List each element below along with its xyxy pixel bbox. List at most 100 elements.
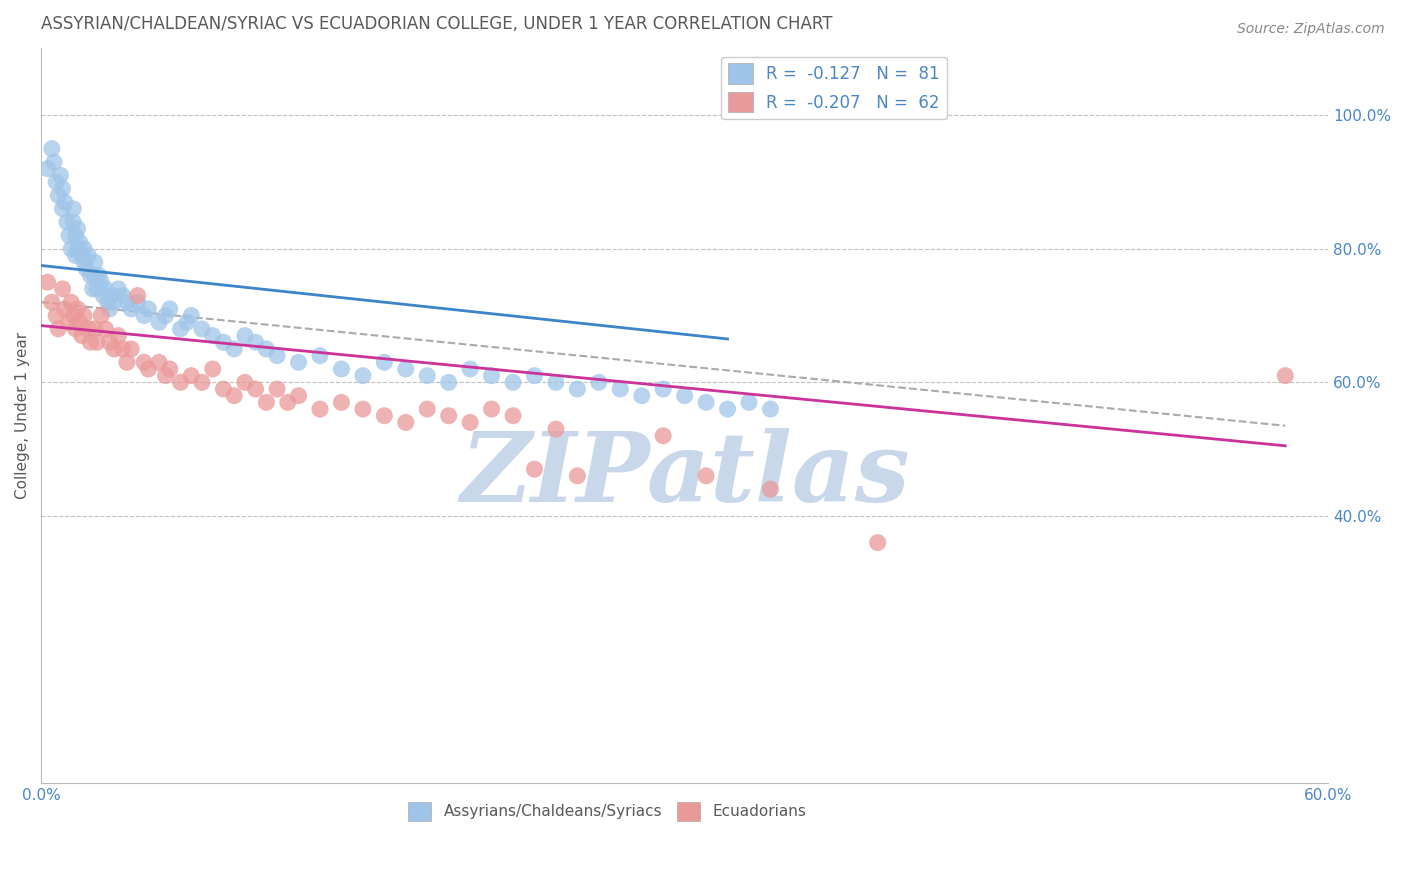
Point xyxy=(567,382,589,396)
Point xyxy=(523,368,546,383)
Point xyxy=(169,376,191,390)
Point xyxy=(416,402,439,417)
Point xyxy=(58,228,80,243)
Text: ASSYRIAN/CHALDEAN/SYRIAC VS ECUADORIAN COLLEGE, UNDER 1 YEAR CORRELATION CHART: ASSYRIAN/CHALDEAN/SYRIAC VS ECUADORIAN C… xyxy=(41,15,832,33)
Point xyxy=(37,161,59,176)
Point xyxy=(53,301,76,316)
Point xyxy=(287,389,309,403)
Point xyxy=(759,482,782,496)
Point xyxy=(176,315,198,329)
Point xyxy=(115,355,138,369)
Point xyxy=(46,322,69,336)
Point xyxy=(245,335,267,350)
Point xyxy=(652,429,675,443)
Point xyxy=(695,395,717,409)
Point xyxy=(66,301,89,316)
Point xyxy=(191,322,214,336)
Point xyxy=(254,342,277,356)
Point xyxy=(60,242,83,256)
Point xyxy=(75,261,97,276)
Point xyxy=(58,315,80,329)
Point xyxy=(83,268,105,283)
Point xyxy=(212,382,235,396)
Point xyxy=(107,282,129,296)
Point xyxy=(1274,368,1296,383)
Point xyxy=(62,309,84,323)
Point xyxy=(103,295,125,310)
Point xyxy=(716,402,738,417)
Point xyxy=(201,362,224,376)
Text: ZIPatlas: ZIPatlas xyxy=(460,427,910,522)
Point xyxy=(652,382,675,396)
Point xyxy=(120,301,142,316)
Point xyxy=(155,368,177,383)
Point xyxy=(373,409,395,423)
Point xyxy=(98,335,121,350)
Point xyxy=(224,342,246,356)
Point xyxy=(79,335,101,350)
Point xyxy=(567,468,589,483)
Point xyxy=(437,376,460,390)
Point xyxy=(224,389,246,403)
Point xyxy=(83,322,105,336)
Point xyxy=(277,395,299,409)
Point xyxy=(180,368,202,383)
Point xyxy=(309,349,332,363)
Legend: Assyrians/Chaldeans/Syriacs, Ecuadorians: Assyrians/Chaldeans/Syriacs, Ecuadorians xyxy=(402,796,813,827)
Point xyxy=(69,235,91,249)
Point xyxy=(127,288,149,302)
Point xyxy=(759,402,782,417)
Point xyxy=(609,382,631,396)
Point xyxy=(37,275,59,289)
Point xyxy=(544,422,567,436)
Point xyxy=(41,142,63,156)
Point xyxy=(458,416,481,430)
Point xyxy=(416,368,439,383)
Point xyxy=(287,355,309,369)
Point xyxy=(180,309,202,323)
Point xyxy=(132,355,155,369)
Point xyxy=(51,182,73,196)
Point xyxy=(309,402,332,417)
Point xyxy=(437,409,460,423)
Point xyxy=(66,242,89,256)
Point xyxy=(42,155,65,169)
Point xyxy=(254,395,277,409)
Point xyxy=(630,389,652,403)
Point xyxy=(62,202,84,216)
Point xyxy=(83,255,105,269)
Point xyxy=(66,221,89,235)
Point xyxy=(233,328,256,343)
Point xyxy=(91,288,114,302)
Point xyxy=(86,282,108,296)
Point xyxy=(86,335,108,350)
Point xyxy=(395,362,418,376)
Point xyxy=(73,255,96,269)
Point xyxy=(53,195,76,210)
Point xyxy=(673,389,696,403)
Point xyxy=(120,342,142,356)
Point xyxy=(395,416,418,430)
Point xyxy=(45,309,67,323)
Point xyxy=(588,376,610,390)
Point xyxy=(502,376,524,390)
Point xyxy=(45,175,67,189)
Point xyxy=(191,376,214,390)
Point xyxy=(127,295,149,310)
Point xyxy=(352,402,374,417)
Point xyxy=(62,215,84,229)
Point xyxy=(41,295,63,310)
Point xyxy=(233,376,256,390)
Point xyxy=(523,462,546,476)
Text: Source: ZipAtlas.com: Source: ZipAtlas.com xyxy=(1237,22,1385,37)
Point xyxy=(65,248,87,262)
Point xyxy=(159,362,181,376)
Point xyxy=(79,268,101,283)
Point xyxy=(245,382,267,396)
Point xyxy=(866,535,889,549)
Point xyxy=(155,309,177,323)
Point xyxy=(49,169,72,183)
Point xyxy=(458,362,481,376)
Point xyxy=(51,202,73,216)
Point xyxy=(87,268,110,283)
